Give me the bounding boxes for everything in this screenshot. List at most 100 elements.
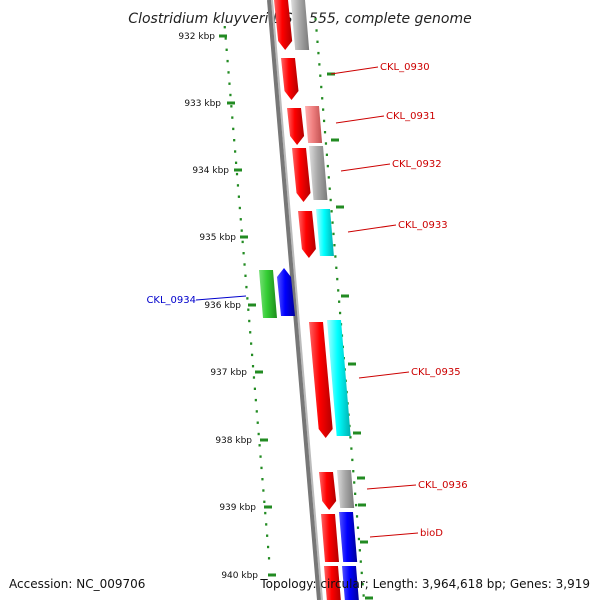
ruler-dot — [230, 105, 233, 108]
ruler-dot — [335, 266, 338, 269]
ruler-dot — [356, 526, 360, 529]
ruler-dot — [333, 244, 336, 247]
gene-block[interactable] — [305, 106, 323, 143]
gene-arrow[interactable] — [292, 148, 311, 202]
gene-arrow[interactable] — [309, 322, 333, 438]
gene-label[interactable]: CKL_0930 — [380, 62, 430, 73]
ruler-dot — [358, 549, 361, 552]
ruler-dot — [321, 97, 324, 100]
ruler-dot — [237, 195, 240, 198]
gene-label[interactable]: CKL_0933 — [398, 220, 448, 231]
gene-label[interactable]: CKL_0935 — [411, 367, 461, 378]
ruler-dot — [320, 85, 323, 89]
ruler-dot — [241, 240, 244, 244]
gene-arrow[interactable] — [298, 211, 316, 258]
ruler-dot — [255, 410, 258, 413]
ruler-dot — [322, 119, 326, 123]
label-leader-line — [358, 371, 410, 379]
ruler-dot — [353, 481, 356, 484]
gene-block[interactable] — [337, 470, 355, 508]
gene-arrow[interactable] — [274, 0, 293, 50]
ruler-dot — [329, 198, 332, 202]
label-leader-line — [335, 115, 385, 124]
accession-text: Accession: NC_009706 — [9, 577, 146, 591]
label-leader-line — [369, 532, 419, 538]
gene-block[interactable] — [259, 270, 277, 318]
gene-block[interactable] — [321, 514, 339, 562]
tick-mark — [234, 168, 242, 172]
tick-label: 936 kbp — [204, 301, 241, 311]
tick-mark — [264, 505, 272, 509]
backbone-shadow — [271, 0, 323, 600]
gene-block[interactable] — [339, 512, 358, 562]
ruler-dot — [338, 300, 341, 303]
gene-arrow[interactable] — [281, 58, 299, 100]
ruler-dot — [359, 560, 362, 563]
gene-label[interactable]: bioD — [420, 528, 443, 539]
ruler-dot — [246, 297, 249, 300]
ruler-dot — [250, 353, 254, 357]
gene-block[interactable] — [324, 566, 341, 600]
gene-block[interactable] — [342, 566, 359, 600]
gene-block[interactable] — [316, 209, 334, 256]
ruler-dot — [337, 289, 340, 292]
tick-label: 934 kbp — [192, 166, 229, 176]
ruler-dot — [331, 221, 334, 224]
gene-block[interactable] — [291, 0, 310, 50]
ruler-dot — [350, 447, 353, 450]
tick-mark — [240, 235, 248, 239]
tick-mark — [336, 205, 344, 209]
ruler-dot — [338, 311, 342, 315]
gene-arrow[interactable] — [319, 472, 337, 510]
gene-arrow[interactable] — [287, 108, 305, 145]
ruler-dot — [225, 48, 228, 51]
gene-arrow[interactable] — [277, 268, 295, 316]
ruler-dot — [239, 218, 242, 221]
gene-label[interactable]: CKL_0936 — [418, 480, 468, 491]
ruler-dot — [315, 29, 318, 32]
ruler-dot — [266, 545, 270, 549]
tick-label: 933 kbp — [184, 99, 221, 109]
ruler-dot — [248, 319, 251, 323]
gene-block[interactable] — [327, 320, 351, 436]
genes-layer — [259, 0, 359, 600]
ruler-dot — [226, 59, 229, 63]
ruler-dot — [262, 489, 265, 492]
ruler-dot — [362, 594, 365, 597]
tick-mark — [268, 573, 276, 577]
ruler-dot — [336, 277, 339, 281]
tick-mark — [348, 362, 356, 366]
ruler-dot — [319, 74, 322, 77]
ruler-dot — [263, 500, 266, 503]
ruler-dot — [242, 252, 245, 255]
gene-label[interactable]: CKL_0934 — [146, 295, 196, 306]
gene-label[interactable]: CKL_0932 — [392, 159, 442, 170]
ruler-dot — [327, 176, 330, 179]
ruler-dot — [352, 470, 355, 473]
ruler-dot — [326, 164, 329, 168]
ruler-dot — [314, 18, 317, 21]
ruler-dot — [351, 458, 354, 462]
label-leader-line — [340, 163, 391, 172]
tick-mark — [341, 294, 349, 298]
gene-block[interactable] — [309, 146, 328, 200]
ruler-dot — [354, 503, 358, 507]
tick-mark — [255, 370, 263, 374]
label-leader-line — [195, 295, 247, 301]
ruler-dot — [240, 229, 243, 232]
ruler-dot — [349, 436, 352, 439]
ruler-dot — [235, 172, 239, 176]
ruler-dot — [249, 331, 252, 334]
ruler-dot — [247, 308, 250, 311]
tick-mark — [365, 596, 373, 600]
ruler-dot — [264, 511, 267, 515]
ruler-dot — [323, 131, 327, 134]
tick-mark — [353, 431, 361, 435]
ruler-dot — [261, 478, 264, 481]
gene-label[interactable]: CKL_0931 — [386, 111, 436, 122]
ruler-dot — [265, 523, 268, 526]
ruler-dot — [334, 255, 337, 258]
ruler-dot — [234, 161, 238, 164]
ruler-dot — [236, 184, 240, 187]
ruler-dot — [224, 37, 227, 40]
